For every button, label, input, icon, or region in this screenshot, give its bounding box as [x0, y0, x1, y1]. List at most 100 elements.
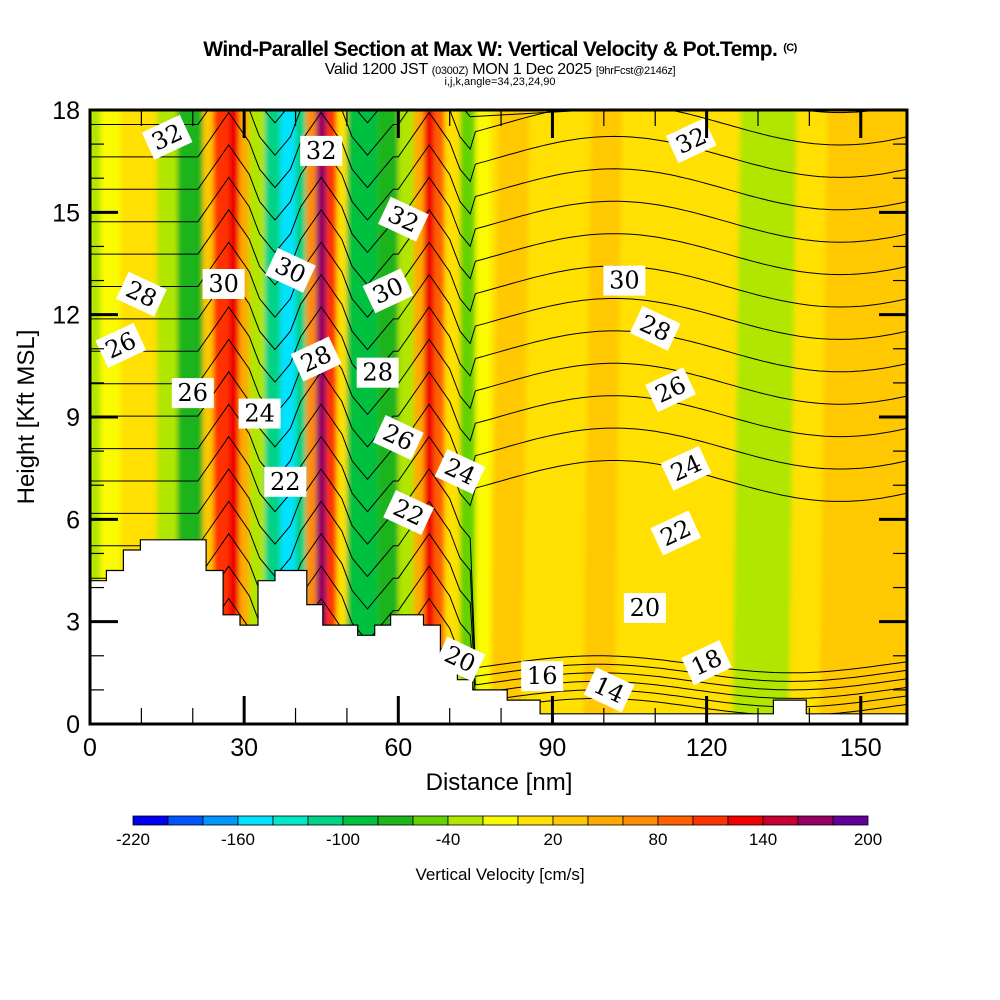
colorbar-segment	[342, 815, 379, 826]
colorbar-tick-label: -220	[116, 830, 150, 849]
colorbar-segment	[132, 815, 169, 826]
y-axis-label: Height [Kft MSL]	[13, 330, 40, 505]
isentrope-label: 28	[356, 357, 399, 388]
isentrope-label-text: 28	[362, 359, 393, 387]
isentrope-label-box	[521, 661, 564, 692]
velocity-column	[346, 110, 378, 724]
velocity-column	[732, 110, 797, 724]
isentrope-label-box	[171, 378, 214, 409]
isentrope-line	[90, 208, 907, 286]
velocity-column	[434, 110, 445, 724]
isentrope-label-text: 24	[244, 400, 275, 428]
isentrope-line	[90, 144, 907, 221]
velocity-column	[819, 110, 907, 724]
colorbar-segment	[517, 815, 554, 826]
velocity-column	[583, 110, 623, 724]
axis-ticks	[88, 108, 907, 726]
isentrope-line	[90, 370, 907, 448]
terrain-profile	[90, 539, 907, 724]
section-info: i,j,k,angle=34,23,24,90	[444, 76, 556, 88]
isentrope-contours	[90, 110, 907, 716]
isentrope-label-box	[629, 305, 681, 351]
isentrope-label: 20	[623, 593, 666, 623]
isentrope-label-text: 20	[630, 594, 661, 622]
x-tick-label: 60	[384, 734, 412, 762]
velocity-column	[665, 110, 715, 724]
colorbar-segment	[202, 815, 239, 826]
velocity-column	[552, 110, 592, 724]
colorbar-tick-label: 80	[649, 830, 668, 849]
isentrope-label: 18	[681, 640, 732, 686]
velocity-column	[326, 110, 337, 724]
isentrope-label-box	[434, 449, 486, 495]
copyright-mark: (C)	[783, 42, 797, 54]
isentrope-label-text: 32	[306, 137, 337, 165]
velocity-column	[706, 110, 741, 724]
velocity-column	[398, 110, 414, 724]
x-tick-label: 120	[686, 734, 728, 762]
isentrope-line	[90, 111, 907, 189]
isentrope-line	[90, 338, 907, 416]
colorbar-segment	[237, 815, 274, 826]
isentrope-label-box	[238, 398, 281, 429]
valid-date: MON 1 Dec 2025	[472, 61, 592, 78]
isentrope-label-box	[362, 268, 414, 314]
colorbar-segment	[412, 815, 449, 826]
forecast-info: [9hrFcst@2146z]	[595, 65, 676, 77]
colorbar-segment	[832, 815, 869, 826]
isentrope-line	[90, 532, 907, 691]
isentrope-label-box	[603, 265, 646, 296]
colorbar-segment	[307, 815, 344, 826]
isentrope-label-box	[300, 135, 343, 166]
colorbar-segment	[692, 815, 729, 826]
isentrope-label-box	[372, 415, 424, 460]
velocity-column	[490, 110, 530, 724]
x-tick-label: 0	[83, 734, 97, 762]
isentrope-label-text: 22	[270, 468, 301, 496]
isentrope-label-box	[290, 336, 342, 382]
colorbar-tick-label: -100	[326, 830, 360, 849]
velocity-column	[521, 110, 561, 724]
colorbar: -220 -160 -100 -40 20 80 140 200	[116, 815, 882, 849]
isentrope-line	[90, 500, 907, 682]
y-tick-label: 18	[52, 97, 80, 125]
colorbar-segment	[797, 815, 834, 826]
colorbar-tick-label: -160	[221, 830, 255, 849]
chart-subtitle: Valid 1200 JST (0300Z) MON 1 Dec 2025 [9…	[0, 61, 1000, 79]
valid-time-local: Valid 1200 JST	[324, 61, 428, 78]
isentrope-line	[90, 241, 907, 318]
isentrope-label: 16	[521, 661, 564, 692]
terrain	[90, 539, 907, 724]
x-tick-label: 150	[840, 734, 882, 762]
isentrope-label-text: 30	[609, 267, 640, 295]
isentrope-label-text: 26	[178, 379, 209, 407]
velocity-column	[475, 110, 491, 724]
isentrope-label-box	[583, 667, 635, 713]
y-tick-label: 0	[66, 711, 80, 739]
colorbar-segment	[762, 815, 799, 826]
isentrope-label-box	[95, 322, 147, 368]
isentrope-line	[90, 468, 907, 674]
velocity-column	[614, 110, 674, 724]
velocity-column	[413, 110, 424, 724]
y-tick-label: 15	[52, 199, 80, 227]
isentrope-label-box	[650, 510, 702, 556]
isentrope-label: 30	[603, 265, 646, 296]
isentrope-label-box	[434, 636, 486, 682]
colorbar-segment	[727, 815, 764, 826]
isentrope-label-box	[645, 367, 696, 413]
isentrope-label: 24	[238, 398, 281, 429]
y-tick-label: 6	[66, 506, 80, 534]
colorbar-label: Vertical Velocity [cm/s]	[415, 865, 584, 884]
colorbar-segment	[622, 815, 659, 826]
axis-tick-labels: 0 30 60 90 120 150 0 3 6 9 12 15 18	[52, 97, 881, 762]
colorbar-segment	[167, 815, 204, 826]
colorbar-tick-label: 140	[749, 830, 777, 849]
isentrope-label-box	[265, 247, 316, 293]
colorbar-tick-label: -40	[436, 830, 461, 849]
chart-title: Wind-Parallel Section at Max W: Vertical…	[0, 38, 1000, 62]
isentrope-label-text: 30	[208, 270, 239, 298]
isentrope-line	[90, 176, 907, 254]
colorbar-segment	[552, 815, 589, 826]
